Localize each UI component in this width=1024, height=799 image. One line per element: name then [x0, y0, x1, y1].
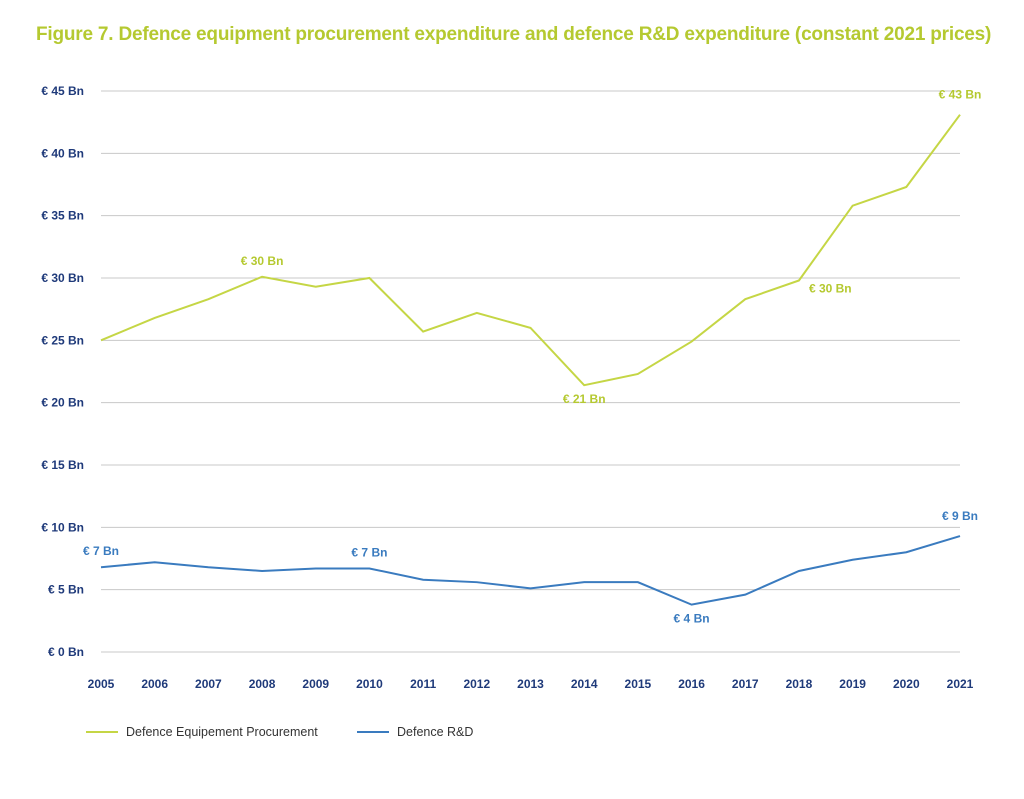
x-tick-label: 2018 [786, 677, 813, 691]
chart-title: Figure 7. Defence equipment procurement … [36, 24, 992, 45]
data-label: € 7 Bn [351, 545, 387, 559]
series-line-rd [100, 535, 961, 606]
x-tick-label: 2006 [141, 677, 168, 691]
x-tick-label: 2020 [893, 677, 920, 691]
series-line-procurement [100, 114, 961, 387]
x-tick-label: 2021 [947, 677, 974, 691]
x-tick-label: 2019 [839, 677, 866, 691]
x-tick-label: 2013 [517, 677, 544, 691]
data-label: € 30 Bn [241, 254, 284, 268]
x-tick-label: 2008 [249, 677, 276, 691]
x-tick-label: 2014 [571, 677, 598, 691]
x-tick-label: 2016 [678, 677, 705, 691]
x-tick-label: 2011 [410, 677, 436, 691]
x-tick-label: 2015 [625, 677, 652, 691]
x-tick-label: 2010 [356, 677, 383, 691]
x-tick-label: 2007 [195, 677, 222, 691]
y-tick-label: € 35 Bn [41, 209, 84, 223]
x-tick-label: 2005 [88, 677, 115, 691]
legend-label: Defence Equipement Procurement [126, 725, 318, 739]
x-tick-label: 2012 [463, 677, 490, 691]
y-tick-label: € 20 Bn [41, 396, 84, 410]
data-label: € 43 Bn [939, 88, 982, 102]
y-tick-label: € 0 Bn [48, 645, 84, 659]
y-tick-label: € 5 Bn [48, 583, 84, 597]
data-label: € 21 Bn [563, 392, 606, 406]
y-tick-label: € 15 Bn [41, 458, 84, 472]
x-tick-label: 2017 [732, 677, 759, 691]
data-label: € 4 Bn [674, 612, 710, 626]
data-label: € 7 Bn [83, 544, 119, 558]
y-tick-label: € 30 Bn [41, 271, 84, 285]
legend-label: Defence R&D [397, 725, 473, 739]
data-label: € 30 Bn [809, 281, 852, 295]
y-tick-label: € 40 Bn [41, 146, 84, 160]
y-tick-label: € 10 Bn [41, 520, 84, 534]
y-tick-label: € 25 Bn [41, 333, 84, 347]
data-label: € 9 Bn [942, 509, 978, 523]
x-tick-label: 2009 [302, 677, 329, 691]
y-tick-label: € 45 Bn [41, 84, 84, 98]
